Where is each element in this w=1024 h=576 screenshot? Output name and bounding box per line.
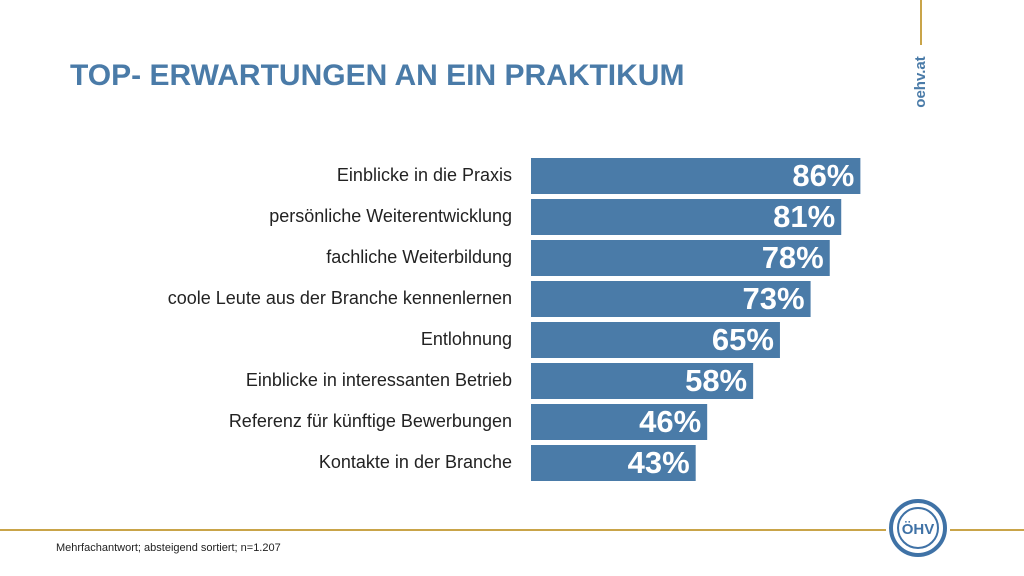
value-label: 58% [685,363,747,398]
bar [531,445,696,481]
bar [531,363,754,399]
category-label: Referenz für künftige Bewerbungen [229,411,512,431]
chart-title: TOP- ERWARTUNGEN AN EIN PRAKTIKUM [70,59,684,92]
bar [531,404,708,440]
value-label: 78% [762,240,824,275]
brand: oehv.at [912,56,929,107]
value-label: 81% [773,199,835,234]
value-label: 86% [792,158,854,193]
category-label: persönliche Weiterentwicklung [269,206,512,226]
category-label: Kontakte in der Branche [319,452,512,472]
value-label: 73% [743,281,805,316]
logo: ÖHV [902,521,935,538]
bar [531,240,830,276]
bar [531,158,861,194]
value-label: 65% [712,322,774,357]
footnote: Mehrfachantwort; absteigend sortiert; n=… [56,542,281,554]
bar [531,281,811,317]
bar [531,199,842,235]
logo-ring [897,507,939,549]
category-label: Einblicke in die Praxis [337,165,512,185]
category-label: fachliche Weiterbildung [326,247,512,267]
value-label: 46% [639,404,701,439]
category-label: Entlohnung [421,329,512,349]
value-label: 43% [628,445,690,480]
category-label: Einblicke in interessanten Betrieb [246,370,512,390]
category-label: coole Leute aus der Branche kennenlernen [168,288,512,308]
bar [531,322,780,358]
